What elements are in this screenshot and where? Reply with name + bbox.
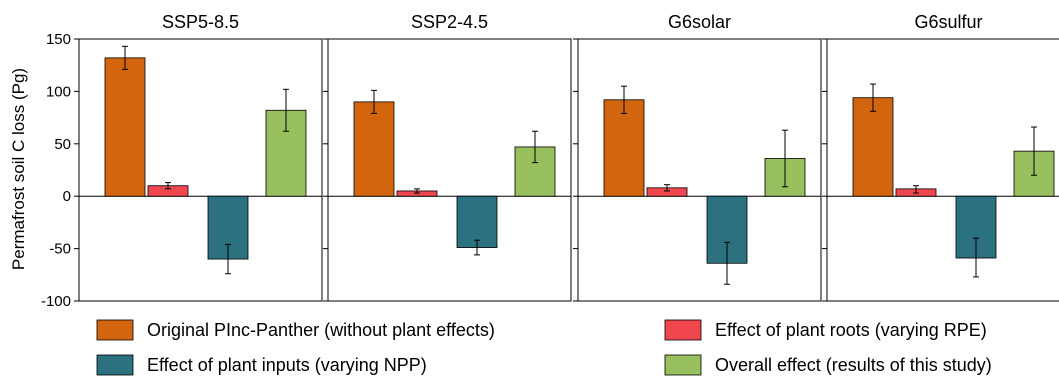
legend-swatch (664, 354, 702, 376)
y-tick-label: 150 (46, 31, 71, 48)
y-axis-label: Permafrost soil C loss (Pg) (9, 68, 28, 270)
error-bar (474, 239, 480, 256)
panel-frame (577, 38, 822, 302)
legend-swatch (664, 319, 702, 341)
error-bar (371, 89, 377, 114)
bar-1 (353, 101, 395, 197)
bar-4 (514, 146, 556, 197)
error-bar (913, 185, 919, 194)
error-bar (621, 85, 627, 114)
error-bar (973, 237, 979, 278)
bar-3 (456, 195, 498, 248)
y-tick-label: 100 (46, 83, 71, 100)
error-bar (532, 130, 538, 164)
panel-frame (327, 38, 572, 302)
y-tick-label: -50 (49, 241, 71, 258)
bar-1 (104, 57, 146, 197)
legend-label: Overall effect (results of this study) (715, 355, 992, 375)
error-bar (165, 182, 171, 190)
y-tick-label: 0 (63, 188, 71, 205)
y-tick-label: -100 (41, 293, 71, 310)
y-tick-label: 50 (54, 136, 71, 153)
chart-panels: SSP5-8.5 150 100 50 0 -50 -100 SSP2-4.5 G6solar G… (41, 12, 1059, 310)
legend-item-4: Overall effect (results of this study) (664, 354, 992, 376)
legend-item-3: Effect of plant inputs (varying NPP) (96, 354, 427, 376)
legend-label: Effect of plant roots (varying RPE) (715, 320, 987, 340)
legend-swatch (96, 319, 134, 341)
error-bar (724, 241, 730, 285)
legend-label: Effect of plant inputs (varying NPP) (147, 355, 427, 375)
error-bar (870, 83, 876, 112)
panel-ssp5-8-5: SSP5-8.5 150 100 50 0 -50 -100 (41, 12, 323, 310)
error-bar (122, 45, 128, 70)
legend-label: Original PInc-Panther (without plant eff… (147, 320, 495, 340)
panel-g6sulfur: G6sulfur (822, 12, 1059, 302)
chart-legend: Original PInc-Panther (without plant eff… (96, 319, 992, 376)
error-bar (1031, 126, 1037, 176)
error-bar (782, 129, 788, 188)
panel-title: G6sulfur (914, 12, 982, 32)
bar-1 (852, 97, 894, 197)
error-bar (664, 184, 670, 192)
panel-frame (78, 38, 323, 302)
bar-1 (603, 99, 645, 197)
legend-item-2: Effect of plant roots (varying RPE) (664, 319, 987, 341)
panel-title: SSP5-8.5 (162, 12, 239, 32)
panel-frame (826, 38, 1059, 302)
legend-swatch (96, 354, 134, 376)
panel-ssp2-4-5: SSP2-4.5 (323, 12, 572, 302)
legend-item-1: Original PInc-Panther (without plant eff… (96, 319, 495, 341)
error-bar (414, 188, 420, 194)
error-bar (225, 243, 231, 275)
panel-g6solar: G6solar (573, 12, 822, 302)
panel-title: SSP2-4.5 (411, 12, 488, 32)
error-bar (283, 88, 289, 132)
panel-title: G6solar (668, 12, 731, 32)
